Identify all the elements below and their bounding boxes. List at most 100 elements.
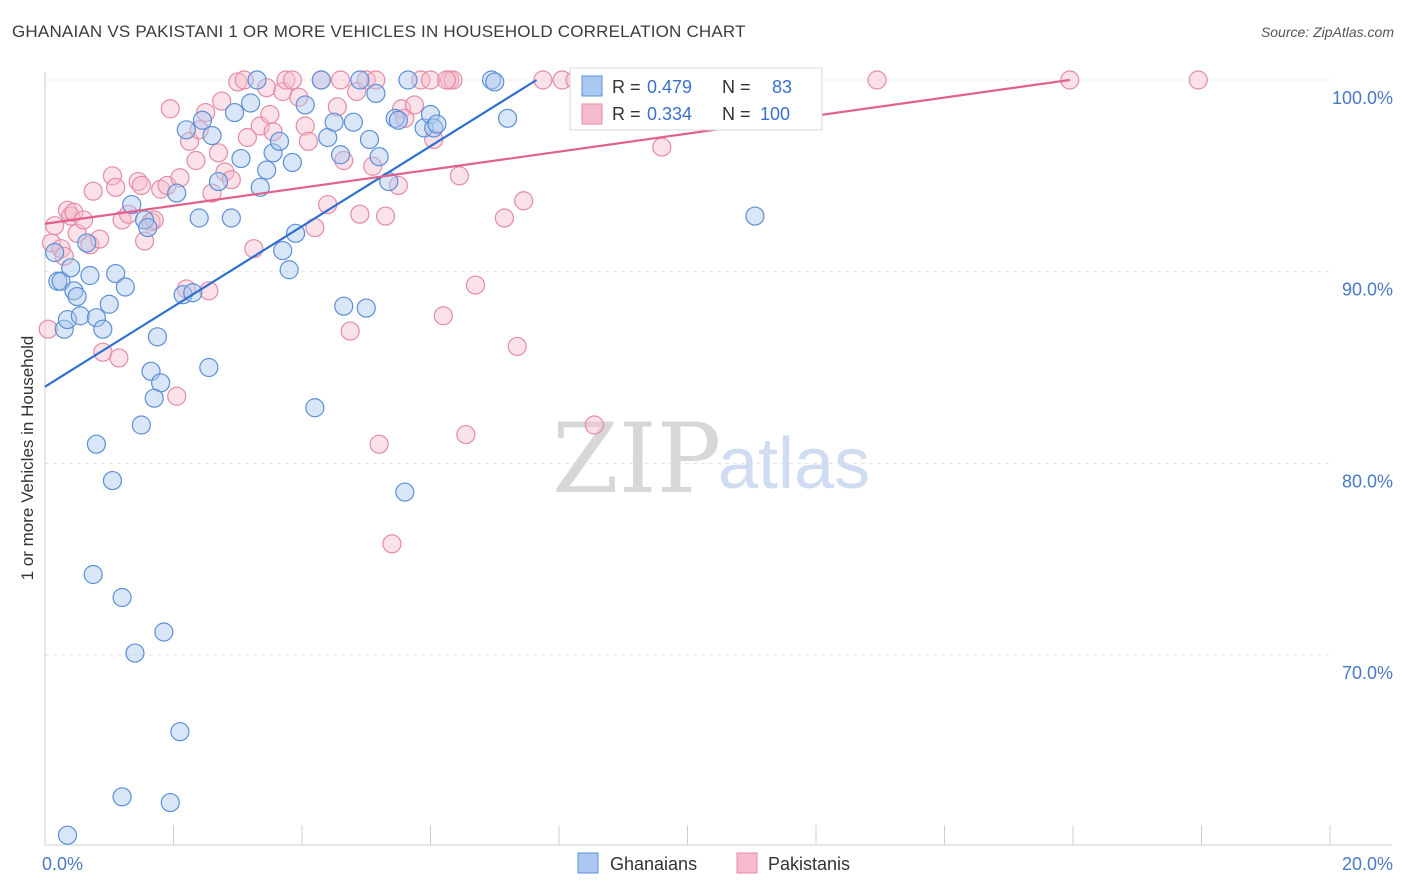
ghanaians-point-41 [202,125,222,146]
ghanaians-point-27 [112,587,132,608]
legend-n-label-ghanaians: N = [722,77,751,97]
pakistanis-point-98 [366,70,386,90]
ghanaians-point-26 [83,564,103,585]
legend-r-label-pakistanis: R = [612,104,641,124]
ghanaians-point-18 [138,217,158,238]
pakistanis-point-33 [196,102,216,123]
pakistanis-point-47 [263,122,283,142]
pakistanis-point-10 [80,235,100,255]
ghanaians-point-0 [45,242,65,263]
pakistanis-point-96 [1188,70,1208,90]
pakistanis-point-31 [186,150,206,171]
legend-n-value-pakistanis: 100 [760,104,790,124]
ghanaians-point-6 [64,281,84,301]
ghanaians-point-69 [385,108,405,128]
ghanaians-point-7 [67,286,87,307]
ghanaians-point-75 [427,114,447,134]
ghanaians-point-25 [102,470,123,491]
stats-legend: R = 0.479 N = 83 R = 0.334 N = 100 [569,67,823,131]
ghanaians-point-37 [189,208,209,228]
ghanaians-point-67 [369,147,389,167]
y-tick-label-2: 80.0% [1342,471,1393,491]
pakistanis-point-66 [382,534,402,554]
ghanaians-point-66 [366,83,386,104]
bottom-legend-pakistanis: Pakistanis [768,854,850,874]
ghanaians-point-55 [285,223,306,243]
watermark-zip: ZIP [552,403,721,515]
ghanaians-point-78 [485,72,505,92]
pakistanis-point-89 [652,137,672,157]
legend-r-value-ghanaians: 0.479 [647,77,692,97]
ghanaians-point-50 [263,143,283,163]
legend-r-label-ghanaians: R = [612,77,641,97]
ghanaians-point-22 [144,388,164,408]
pakistanis-point-2 [45,216,65,236]
ghanaians-point-10 [80,265,100,286]
pakistanis-point-52 [295,116,315,136]
pakistanis-point-28 [170,168,190,188]
series-legend: Ghanaians Pakistanis [577,852,850,874]
legend-swatch-pakistanis [581,103,603,125]
ghanaians-point-11 [86,308,107,328]
y-axis-label: 1 or more Vehicles in Household [18,336,37,581]
ghanaians-point-60 [330,145,351,165]
ghanaians-point-28 [125,643,145,663]
bottom-legend-swatch-ghanaians [577,852,599,874]
ghanaians-point-9 [77,233,97,253]
ghanaians-point-43 [221,208,241,228]
ghanaians-point-65 [359,129,380,150]
ghanaians-point-8 [70,306,90,326]
pakistanis-point-35 [202,183,222,203]
pakistanis-point-50 [282,70,302,90]
pakistanis-point-58 [334,150,354,171]
pakistanis-point-72 [420,70,441,90]
pakistanis-point-99 [436,70,457,90]
ghanaians-point-34 [167,183,187,203]
ghanaians-point-70 [388,110,408,130]
pakistanis-point-26 [160,99,180,119]
x-tick-label-0: 0.0% [42,854,83,874]
watermark-atlas: atlas [718,424,870,504]
pakistanis-point-16 [109,348,129,368]
pakistanis-point-4 [54,246,74,266]
ghanaians-point-82 [395,482,415,502]
pakistanis-point-0 [38,319,58,339]
ghanaians-point-80 [745,206,765,226]
ghanaians-point-23 [131,415,151,435]
pakistanis-point-38 [215,162,235,182]
pakistanis-point-27 [167,386,187,406]
y-tick-labels: 100.0% 90.0% 80.0% 70.0% [1332,88,1393,683]
pakistanis-point-78 [456,424,476,445]
ghanaians-point-29 [154,622,174,642]
pakistanis-point-77 [449,166,470,186]
bottom-legend-swatch-pakistanis [736,852,758,874]
ghanaians-point-39 [176,120,196,140]
pakistanis-point-70 [404,95,425,115]
ghanaians-point-61 [334,296,354,316]
ghanaians-point-16 [122,194,142,215]
pakistanis-point-79 [465,275,486,295]
ghanaians-point-46 [241,93,261,113]
ghanaians-point-5 [61,258,81,278]
ghanaians-trend-line [44,79,538,388]
pakistanis-point-57 [327,97,347,117]
pakistanis-point-76 [443,70,463,90]
pakistanis-point-94 [867,70,887,90]
ghanaians-point-64 [356,298,376,318]
ghanaians-point-40 [192,110,213,130]
watermark: ZIP atlas [552,403,870,515]
ghanaians-point-14 [106,263,126,284]
ghanaians-point-62 [343,112,363,132]
pakistanis-point-81 [507,336,527,357]
ghanaians-point-13 [99,294,119,314]
pakistanis-point-7 [64,202,84,222]
pakistanis-point-65 [375,206,396,226]
ghanaians-point-19 [147,327,168,347]
pakistanis-point-20 [131,175,151,196]
y-tick-label-0: 100.0% [1332,88,1393,108]
ghanaians-points [45,70,765,845]
ghanaians-point-47 [247,70,267,90]
pakistanis-trend-line [44,78,1070,225]
x-tick-label-1: 20.0% [1342,854,1393,874]
